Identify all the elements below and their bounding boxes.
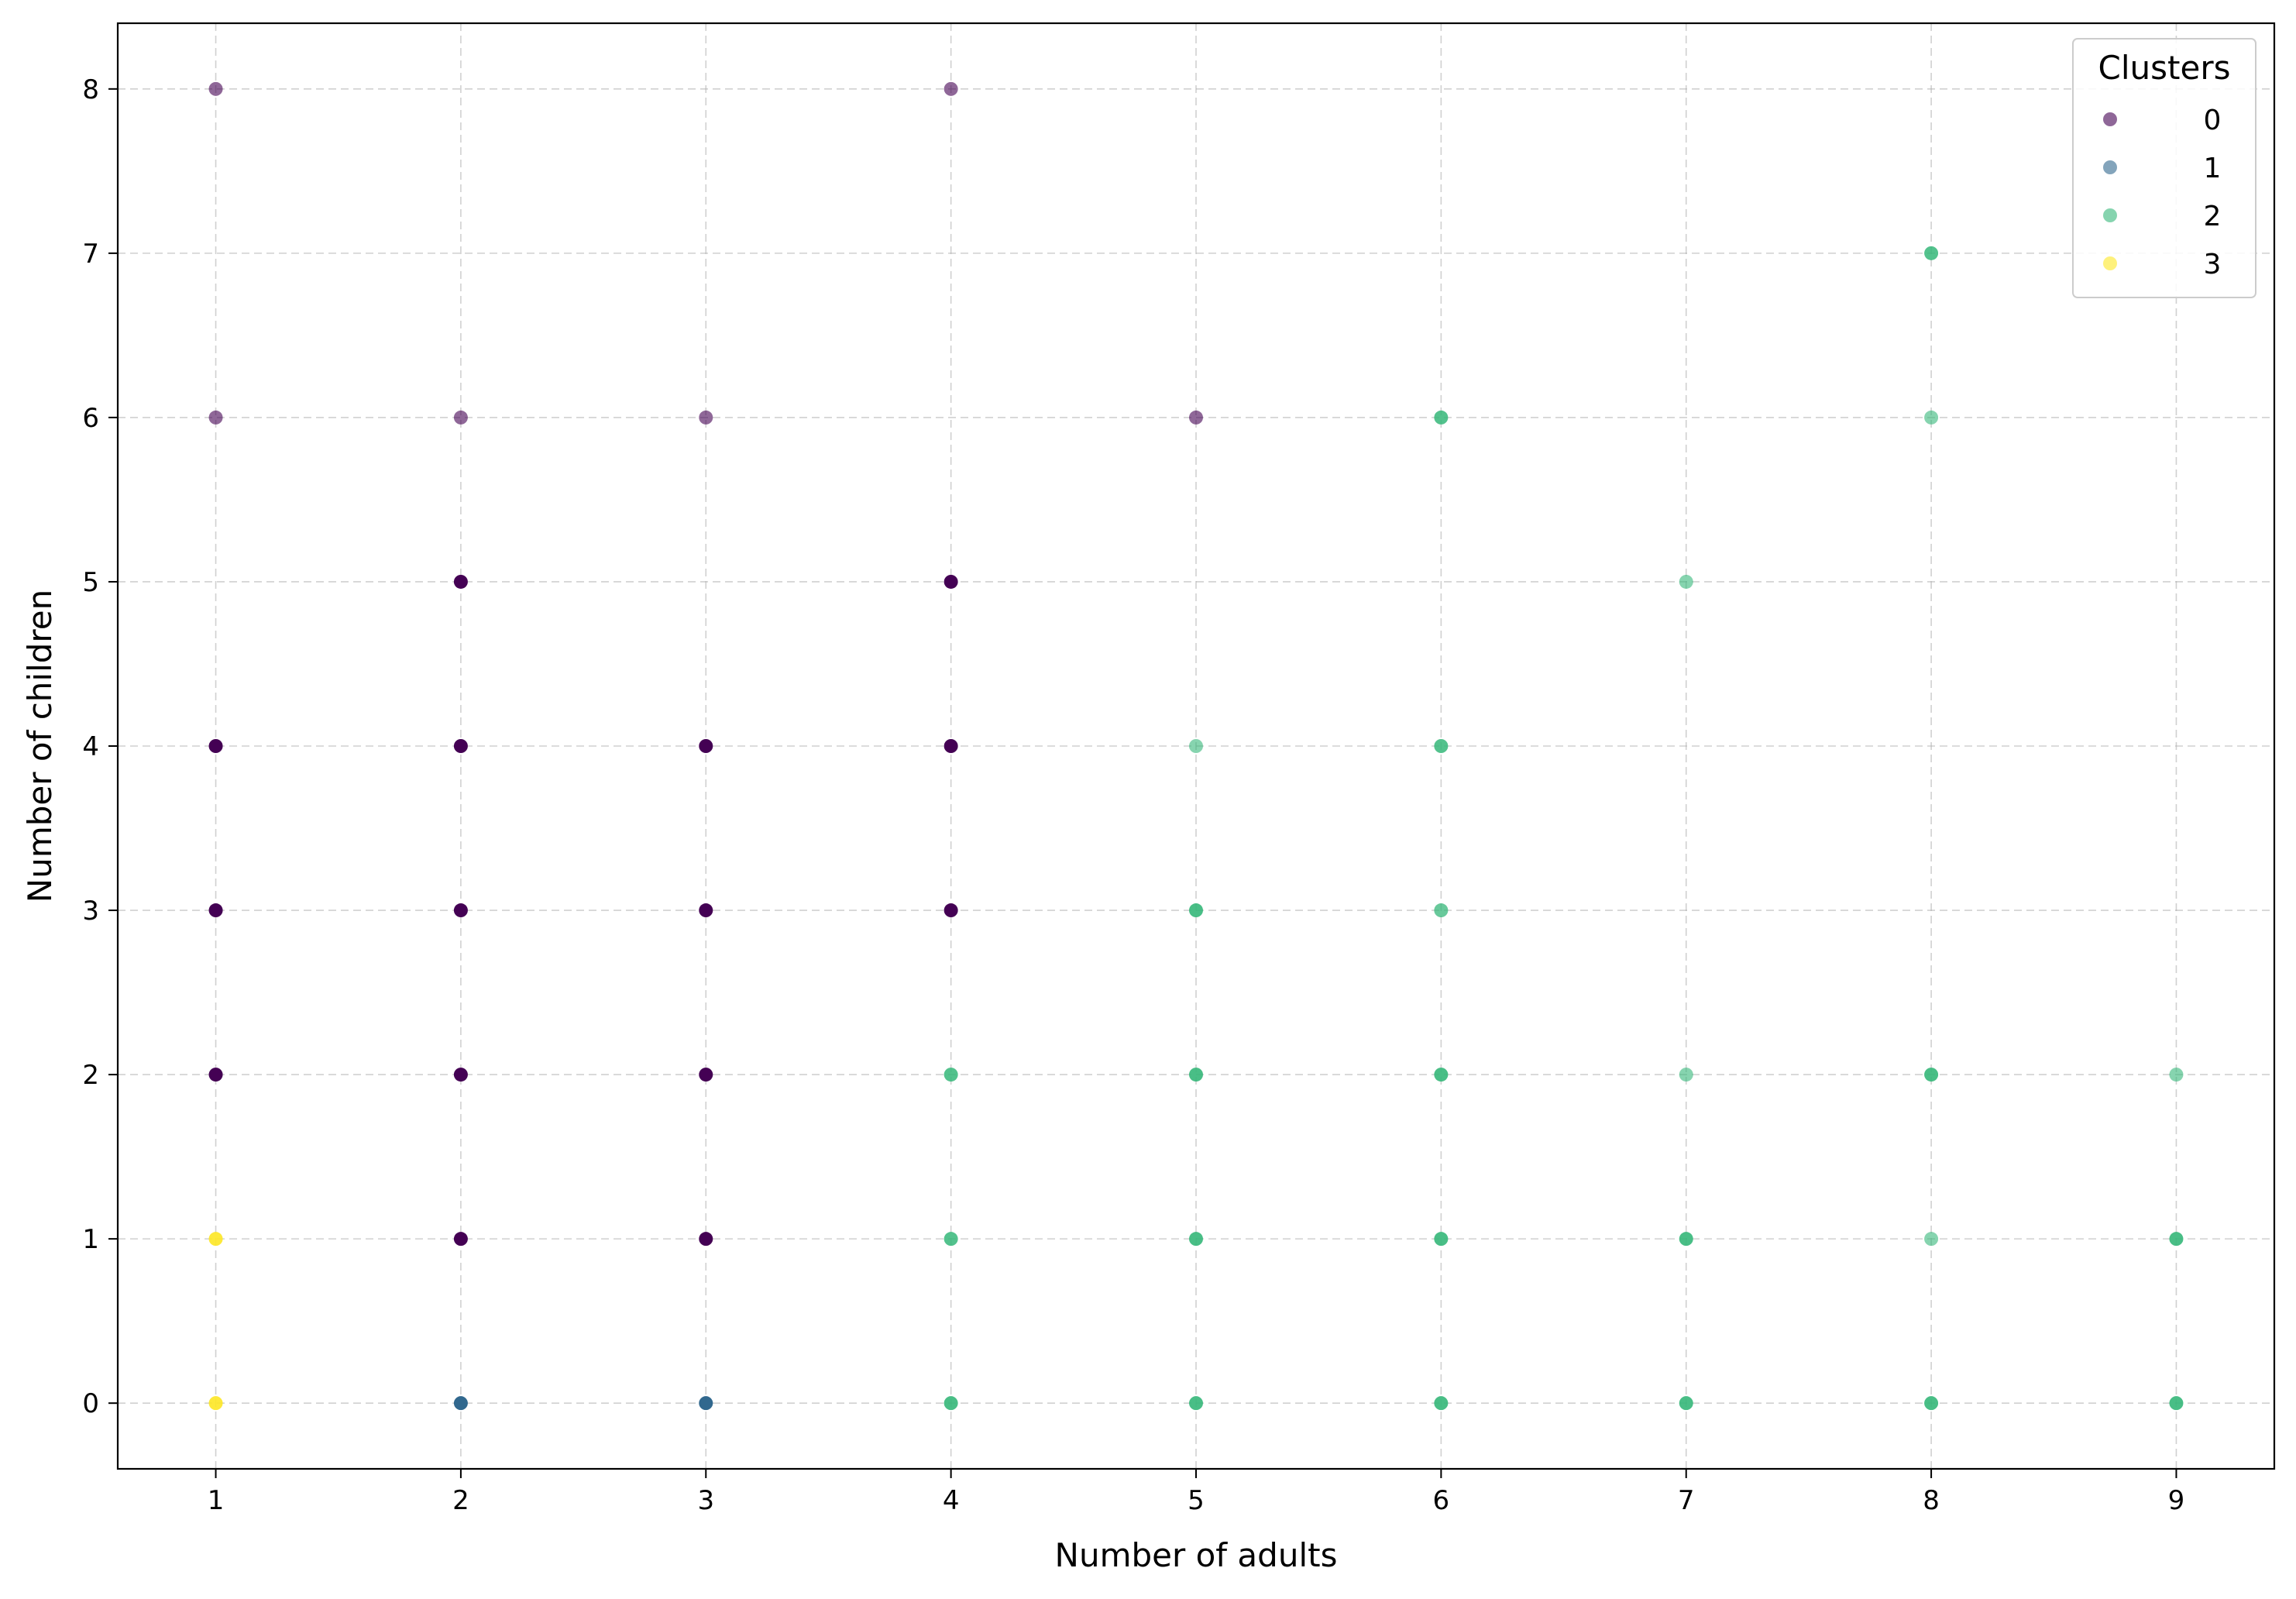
data-point-cluster-2 xyxy=(1189,1396,1203,1411)
legend-title: Clusters xyxy=(2098,49,2231,87)
legend-label-3: 3 xyxy=(2204,249,2222,280)
data-point-cluster-0 xyxy=(453,1068,468,1082)
y-tick-label: 7 xyxy=(82,239,99,270)
x-tick-label: 5 xyxy=(1188,1485,1205,1516)
data-point-cluster-2 xyxy=(1434,1232,1449,1247)
data-point-cluster-0 xyxy=(208,81,223,96)
data-point-cluster-2 xyxy=(2169,1232,2184,1247)
data-point-cluster-0 xyxy=(699,410,713,425)
data-point-cluster-2 xyxy=(1679,1232,1693,1247)
data-point-cluster-2 xyxy=(1189,903,1203,918)
data-point-cluster-0 xyxy=(699,1068,713,1082)
y-tick-label: 2 xyxy=(82,1060,99,1091)
legend-marker-1 xyxy=(2103,160,2117,174)
x-tick-label: 6 xyxy=(1433,1485,1450,1516)
x-tick-label: 3 xyxy=(697,1485,714,1516)
data-point-cluster-0 xyxy=(208,1068,223,1082)
legend-label-1: 1 xyxy=(2204,153,2222,184)
data-point-cluster-2 xyxy=(1924,1232,1939,1247)
data-point-cluster-0 xyxy=(1189,410,1203,425)
data-point-cluster-0 xyxy=(699,1232,713,1247)
data-point-cluster-2 xyxy=(1924,1068,1939,1082)
data-point-cluster-0 xyxy=(699,903,713,918)
data-point-cluster-0 xyxy=(453,903,468,918)
y-tick-label: 5 xyxy=(82,567,99,598)
data-point-cluster-0 xyxy=(943,739,958,753)
data-point-cluster-0 xyxy=(453,574,468,589)
data-point-cluster-0 xyxy=(208,410,223,425)
data-point-cluster-3 xyxy=(208,1232,223,1247)
data-point-cluster-0 xyxy=(208,903,223,918)
data-point-cluster-2 xyxy=(1679,574,1693,589)
legend-marker-0 xyxy=(2103,112,2117,126)
legend-items: 0 1 2 3 xyxy=(2103,105,2221,280)
y-tick-label: 0 xyxy=(82,1388,99,1419)
data-point-cluster-2 xyxy=(943,1232,958,1247)
data-point-cluster-2 xyxy=(1189,1232,1203,1247)
x-tick-label: 1 xyxy=(208,1485,225,1516)
data-point-cluster-2 xyxy=(943,1396,958,1411)
y-axis-ticks: 0 1 2 3 4 5 6 7 8 xyxy=(82,74,118,1419)
data-point-cluster-2 xyxy=(1679,1068,1693,1082)
legend-marker-2 xyxy=(2103,208,2117,222)
data-point-cluster-0 xyxy=(943,903,958,918)
data-point-cluster-2 xyxy=(1434,1068,1449,1082)
x-tick-label: 7 xyxy=(1678,1485,1695,1516)
y-axis-label: Number of children xyxy=(21,590,59,903)
legend: Clusters 0 1 2 3 xyxy=(2072,38,2256,298)
y-tick-label: 8 xyxy=(82,74,99,105)
data-point-cluster-0 xyxy=(453,410,468,425)
data-point-cluster-0 xyxy=(943,81,958,96)
y-tick-label: 4 xyxy=(82,731,99,762)
y-tick-label: 3 xyxy=(82,896,99,927)
y-tick-label: 6 xyxy=(82,403,99,434)
data-point-cluster-2 xyxy=(943,1068,958,1082)
x-axis-ticks: 1 2 3 4 5 6 7 8 9 xyxy=(208,1469,2185,1516)
data-point-cluster-1 xyxy=(453,1396,468,1411)
x-tick-label: 8 xyxy=(1923,1485,1940,1516)
data-point-cluster-2 xyxy=(1434,903,1449,918)
y-tick-label: 1 xyxy=(82,1224,99,1255)
x-tick-label: 4 xyxy=(943,1485,960,1516)
data-point-cluster-1 xyxy=(699,1396,713,1411)
data-point-cluster-3 xyxy=(208,1396,223,1411)
data-point-cluster-2 xyxy=(1434,1396,1449,1411)
data-point-cluster-0 xyxy=(453,739,468,753)
legend-label-2: 2 xyxy=(2204,201,2222,232)
data-point-cluster-2 xyxy=(1189,739,1203,753)
data-point-cluster-0 xyxy=(699,739,713,753)
legend-box xyxy=(2072,38,2256,298)
data-point-cluster-2 xyxy=(1924,246,1939,260)
legend-label-0: 0 xyxy=(2204,105,2222,136)
data-point-cluster-0 xyxy=(453,1232,468,1247)
data-point-cluster-2 xyxy=(2169,1068,2184,1082)
data-point-cluster-2 xyxy=(2169,1396,2184,1411)
x-axis-label: Number of adults xyxy=(1055,1536,1338,1574)
data-point-cluster-2 xyxy=(1924,1396,1939,1411)
data-point-cluster-2 xyxy=(1679,1396,1693,1411)
legend-marker-3 xyxy=(2103,256,2117,270)
x-tick-label: 2 xyxy=(452,1485,469,1516)
data-point-cluster-2 xyxy=(1434,410,1449,425)
x-tick-label: 9 xyxy=(2168,1485,2185,1516)
data-point-cluster-0 xyxy=(208,739,223,753)
data-point-cluster-2 xyxy=(1924,410,1939,425)
data-point-cluster-2 xyxy=(1434,739,1449,753)
data-point-cluster-2 xyxy=(1189,1068,1203,1082)
data-point-cluster-0 xyxy=(943,574,958,589)
data-points xyxy=(208,81,2184,1411)
